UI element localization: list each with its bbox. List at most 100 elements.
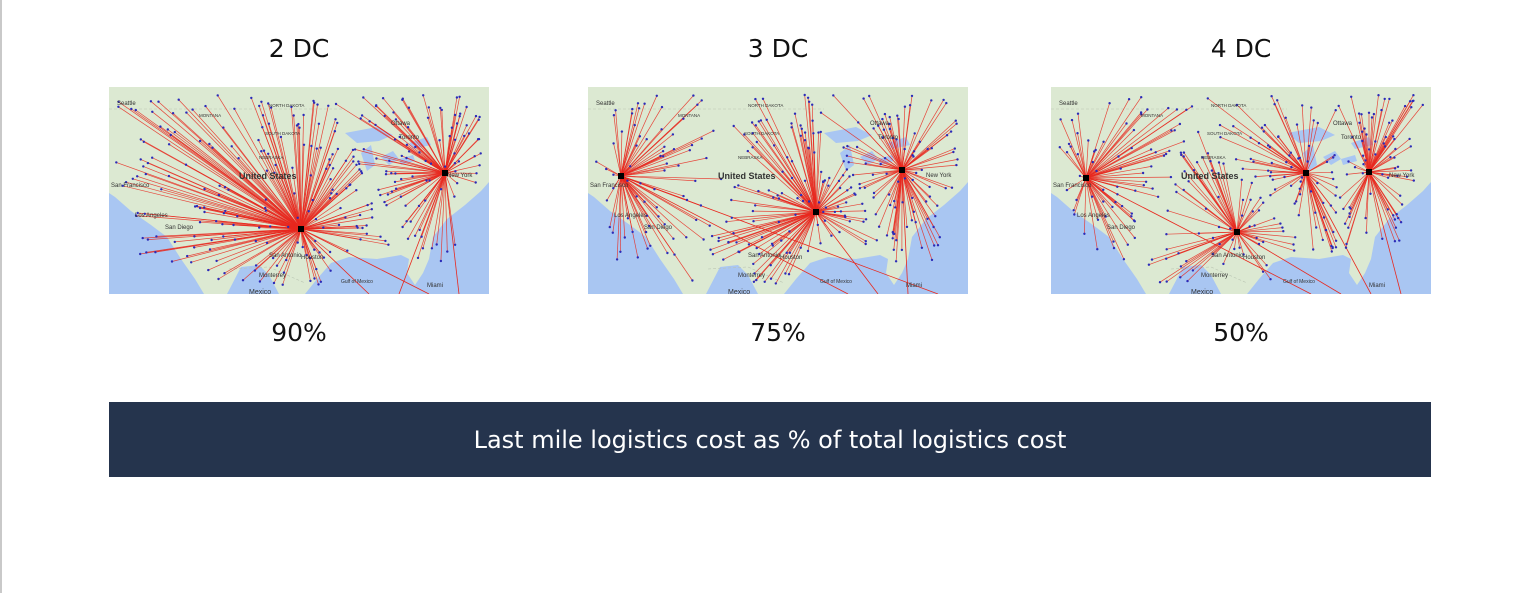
- customer-dot: [1254, 175, 1257, 178]
- customer-dot: [1347, 160, 1350, 163]
- route-line: [1166, 231, 1238, 282]
- customer-dot: [393, 138, 397, 141]
- customer-dot: [611, 231, 614, 234]
- customer-dot: [1408, 100, 1412, 103]
- customer-dot: [386, 193, 390, 196]
- customer-dot: [1217, 161, 1221, 164]
- customer-dot: [1292, 243, 1295, 246]
- customer-dot: [290, 105, 293, 109]
- customer-dot: [1154, 151, 1157, 154]
- customer-dot: [1374, 140, 1377, 143]
- map-4dc: Seattle MONTANA NORTH DAKOTA SOUTH DAKOTA NE…: [1051, 87, 1431, 294]
- customer-dot: [1096, 248, 1099, 251]
- lake: [1287, 127, 1335, 143]
- customer-dot: [1178, 122, 1182, 126]
- customer-dot: [1257, 242, 1261, 246]
- customer-dot: [691, 279, 694, 282]
- route-line: [436, 172, 446, 245]
- customer-dot: [267, 102, 270, 105]
- customer-dot: [475, 172, 478, 175]
- customer-dot: [198, 206, 202, 210]
- customer-dot: [1218, 242, 1221, 246]
- customer-dot: [414, 145, 417, 149]
- customer-dot: [888, 122, 891, 126]
- customer-dot: [694, 179, 697, 183]
- customer-dot: [864, 218, 868, 221]
- route-line: [807, 97, 817, 213]
- customer-dot: [920, 168, 923, 172]
- customer-dot: [737, 184, 740, 187]
- customer-dot: [1166, 209, 1169, 212]
- customer-dot: [950, 186, 954, 189]
- route-line: [1305, 172, 1334, 180]
- customer-dot: [267, 152, 270, 155]
- customer-dot: [479, 152, 482, 155]
- customer-dot: [1093, 150, 1096, 153]
- route-line: [300, 203, 372, 230]
- customer-dot: [1229, 227, 1232, 230]
- route-line: [1236, 231, 1296, 238]
- customer-dot: [1122, 258, 1126, 261]
- customer-dot: [1403, 104, 1407, 108]
- customer-dot: [130, 107, 133, 111]
- route-line: [137, 175, 302, 230]
- route-line: [616, 175, 622, 260]
- lake: [1341, 155, 1357, 165]
- customer-dot: [1091, 160, 1094, 164]
- customer-dot: [838, 230, 841, 234]
- customer-dot: [455, 122, 459, 125]
- route-line: [378, 172, 446, 191]
- customer-dot: [874, 213, 877, 216]
- customer-dot: [319, 146, 322, 149]
- customer-dot: [295, 124, 299, 127]
- route-line: [1187, 231, 1238, 282]
- customer-dot: [626, 217, 630, 220]
- customer-dot: [799, 246, 802, 249]
- customer-dot: [864, 242, 867, 246]
- customer-dot: [406, 237, 410, 240]
- customer-dot: [702, 238, 705, 241]
- customer-dot: [359, 117, 362, 120]
- customer-dot: [335, 192, 338, 196]
- route-line: [174, 131, 302, 230]
- customer-dot: [877, 225, 881, 228]
- customer-dot: [292, 114, 295, 117]
- route-line: [620, 175, 697, 221]
- map-label-sf: San Francisco: [111, 183, 150, 189]
- customer-dot: [399, 195, 403, 198]
- customer-dot: [439, 106, 442, 110]
- map-label-seattle: Seattle: [117, 101, 136, 107]
- route-line: [901, 99, 944, 171]
- customer-dot: [754, 204, 757, 207]
- route-line: [1085, 147, 1132, 179]
- route-line: [267, 153, 302, 230]
- customer-dot: [657, 215, 660, 218]
- map-label-us: United States: [718, 171, 776, 181]
- customer-dot: [264, 206, 267, 210]
- route-line: [300, 148, 339, 230]
- route-line: [880, 163, 903, 171]
- customer-dot: [893, 199, 896, 203]
- route-line: [620, 175, 639, 258]
- route-line: [223, 127, 302, 230]
- customer-dot: [845, 154, 849, 157]
- route-line: [1066, 151, 1087, 179]
- customer-dot: [1175, 108, 1179, 111]
- route-line: [1368, 171, 1402, 294]
- customer-dot: [1369, 192, 1372, 195]
- route-line: [422, 172, 446, 249]
- route-line: [1085, 129, 1175, 179]
- route-line: [815, 185, 829, 213]
- map-label-mexico: Mexico: [1191, 289, 1213, 294]
- customer-dot: [836, 205, 840, 208]
- customer-dot: [224, 209, 227, 213]
- customer-dot: [1104, 215, 1107, 218]
- customer-dot: [167, 174, 171, 178]
- customer-dot: [717, 236, 720, 240]
- customer-dot: [329, 178, 332, 181]
- route-line: [376, 158, 446, 174]
- customer-dot: [908, 104, 912, 107]
- route-line: [771, 211, 817, 245]
- route-line: [300, 228, 304, 248]
- route-line: [620, 163, 667, 177]
